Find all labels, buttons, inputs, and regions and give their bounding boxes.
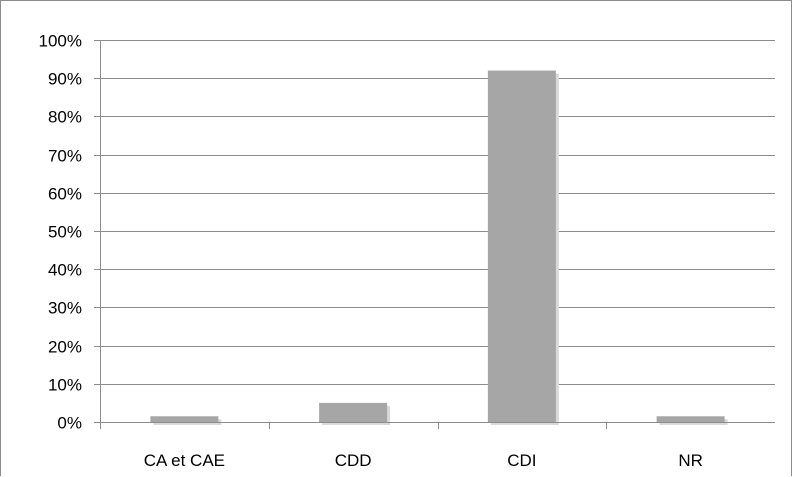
bar xyxy=(319,402,388,422)
y-tick-label: 50% xyxy=(48,223,82,242)
axes xyxy=(100,40,775,429)
y-tick-labels: 0% 10% 20% 30% 40% 50% 60% 70% 80% 90% 100% xyxy=(39,32,82,433)
y-tick-label: 0% xyxy=(57,414,82,433)
x-tick-label: NR xyxy=(678,451,703,470)
x-tick-label: CDI xyxy=(507,451,536,470)
y-tick-label: 80% xyxy=(48,108,82,127)
bars xyxy=(150,70,725,422)
bar-shadows xyxy=(153,73,728,425)
x-tick-labels: CA et CAE CDD CDI NR xyxy=(144,451,703,470)
y-tick-label: 90% xyxy=(48,70,82,89)
bar xyxy=(487,70,556,422)
y-tick-label: 100% xyxy=(39,32,82,51)
x-tick-label: CDD xyxy=(335,451,372,470)
bar xyxy=(656,416,725,422)
bar xyxy=(150,416,219,422)
y-tick-label: 40% xyxy=(48,261,82,280)
y-tick-label: 30% xyxy=(48,299,82,318)
y-tick-label: 10% xyxy=(48,376,82,395)
gridlines xyxy=(94,40,775,429)
x-tick-label: CA et CAE xyxy=(144,451,225,470)
y-tick-label: 70% xyxy=(48,147,82,166)
y-tick-label: 20% xyxy=(48,338,82,357)
y-tick-label: 60% xyxy=(48,185,82,204)
